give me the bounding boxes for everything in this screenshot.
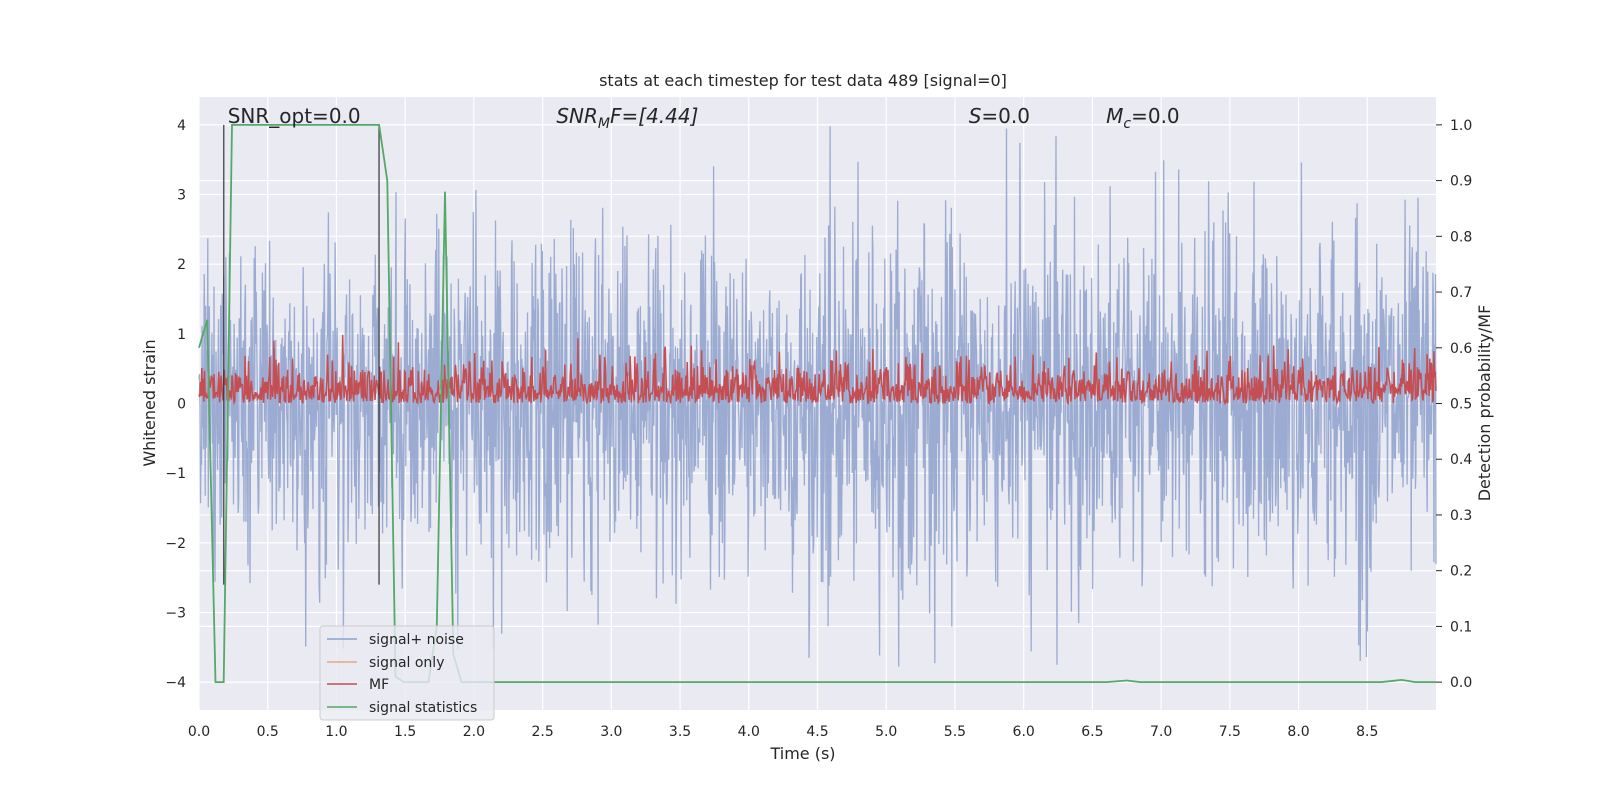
y-tick-label: −1 [165, 466, 186, 482]
annotation-s-base: S [969, 104, 982, 128]
x-tick-label: 1.5 [394, 724, 416, 740]
y-tick-label: −2 [165, 536, 186, 552]
x-tick-label: 1.0 [325, 724, 347, 740]
legend-box [319, 625, 495, 721]
y-tick-label: 1 [177, 327, 186, 343]
annotation-mc-rest: =0.0 [1131, 104, 1180, 128]
x-axis-label: Time (s) [769, 744, 835, 763]
annotation-snr-mf-sub: M [598, 116, 610, 132]
annotation-s-rest: =0.0 [981, 104, 1030, 128]
x-tick-label: 3.0 [600, 724, 622, 740]
y-right-tick-label: 1.0 [1450, 118, 1472, 134]
annotations: SNR_opt=0.0 SNRMF=[4.44] S=0.0 Mc=0.0 [228, 104, 1180, 132]
y-right-tick-label: 0.1 [1450, 619, 1472, 635]
x-tick-label: 7.5 [1219, 724, 1241, 740]
x-tick-label: 2.5 [531, 724, 553, 740]
x-tick-label: 6.5 [1081, 724, 1103, 740]
x-tick-label: 6.0 [1013, 724, 1035, 740]
annotation-snr-mf-rest: F=[4.44] [610, 104, 698, 128]
x-tick-label: 8.0 [1287, 724, 1309, 740]
y-tick-label: −3 [165, 605, 186, 621]
series-signal-noise [198, 126, 1437, 667]
x-tick-label: 0.0 [188, 724, 210, 740]
annotation-mc-base: M [1106, 104, 1123, 128]
x-tick-label: 7.0 [1150, 724, 1172, 740]
annotation-snr-mf-base: SNR [556, 104, 598, 128]
legend-label-mf: MF [369, 677, 389, 693]
signal-noise-line [198, 126, 1437, 667]
x-tick-label: 3.5 [669, 724, 691, 740]
mf-line [198, 334, 1437, 406]
x-tick-label: 5.5 [944, 724, 966, 740]
x-tick-label: 8.5 [1356, 724, 1378, 740]
annotation-mc: Mc=0.0 [1106, 104, 1180, 132]
annotation-snr-mf: SNRMF=[4.44] [556, 104, 698, 132]
annotation-s: S=0.0 [969, 104, 1030, 128]
y-right-tick-label: 0.0 [1450, 675, 1472, 691]
annotation-snr-opt: SNR_opt=0.0 [228, 104, 361, 128]
y-right-tick-label: 0.8 [1450, 229, 1472, 245]
legend-label-signal-only: signal only [369, 655, 444, 671]
y-right-tick-label: 0.7 [1450, 285, 1472, 301]
x-tick-label: 4.0 [738, 724, 760, 740]
y-right-tick-label: 0.2 [1450, 564, 1472, 580]
vertical-lines [222, 124, 380, 585]
y-right-tick-label: 0.6 [1450, 341, 1472, 357]
x-tick-label: 4.5 [806, 724, 828, 740]
annotation-mc-sub: c [1123, 116, 1131, 132]
legend-label-signal-noise: signal+ noise [369, 632, 464, 648]
series-mf [198, 334, 1437, 406]
x-tick-label: 0.5 [257, 724, 279, 740]
y-axis-label: Whitened strain [140, 339, 159, 466]
x-tick-label: 5.0 [875, 724, 897, 740]
x-tick-label: 2.0 [463, 724, 485, 740]
y-tick-label: 0 [177, 397, 186, 413]
y-right-axis-label: Detection probability/MF [1475, 305, 1494, 502]
legend-label-signal-statistics: signal statistics [369, 700, 477, 716]
x-axis-ticks: 0.0 0.5 1.0 1.5 2.0 2.5 3.0 3.5 4.0 4.5 5.0 5.5 6.0 6… [188, 724, 1379, 740]
y-right-tick-label: 0.5 [1450, 397, 1472, 413]
y-right-tick-label: 0.4 [1450, 452, 1472, 468]
y-right-tick-label: 0.3 [1450, 508, 1472, 524]
y-tick-label: 4 [177, 118, 186, 134]
chart-title: stats at each timestep for test data 489… [599, 71, 1007, 90]
y-right-tick-label: 0.9 [1450, 174, 1472, 190]
y-right-axis-ticks: 0.0 0.1 0.2 0.3 0.4 0.5 0.6 0.7 0.8 0.9 1.0 [1436, 118, 1472, 691]
legend: signal+ noise signal only MF signal stat… [319, 625, 495, 721]
y-tick-label: 2 [177, 257, 186, 273]
y-axis-ticks: −4 −3 −2 −1 0 1 2 3 4 [165, 118, 186, 691]
y-tick-label: 3 [177, 188, 186, 204]
y-tick-label: −4 [165, 675, 186, 691]
